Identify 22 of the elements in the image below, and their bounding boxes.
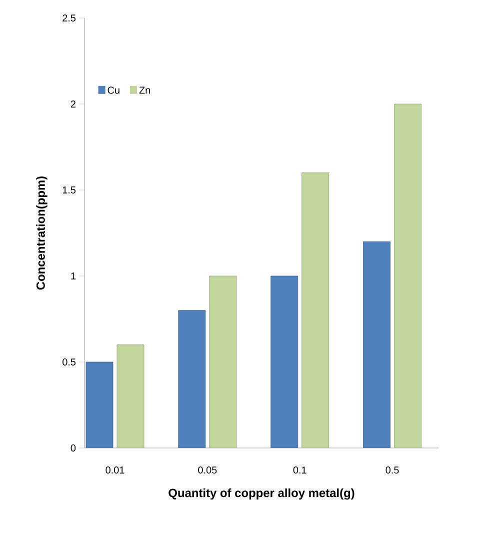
x-axis-title: Quantity of copper alloy metal(g) [168,488,354,500]
bar [363,241,390,448]
y-tick-label: 0.5 [62,358,76,366]
y-tick-label: 1.5 [62,186,76,194]
bar [394,104,422,448]
x-tick-label: 0.1 [293,466,306,474]
bar [86,362,114,448]
legend-label: Cu [108,86,120,94]
y-tick-label: 1 [71,272,76,280]
x-tick-label: 0.05 [198,466,217,474]
bar [116,344,144,448]
legend-label: Zn [139,86,150,94]
y-tick-label: 0 [70,444,76,452]
y-axis-title: Concentration(ppm) [36,176,48,290]
y-tick-label: 2 [70,100,76,108]
x-tick-label: 0.5 [386,466,399,474]
bar [209,276,237,448]
bar [178,310,206,448]
y-tick-label: 2.5 [62,14,76,22]
bar [270,276,298,448]
bar [302,172,330,448]
x-tick-label: 0.01 [106,466,124,474]
